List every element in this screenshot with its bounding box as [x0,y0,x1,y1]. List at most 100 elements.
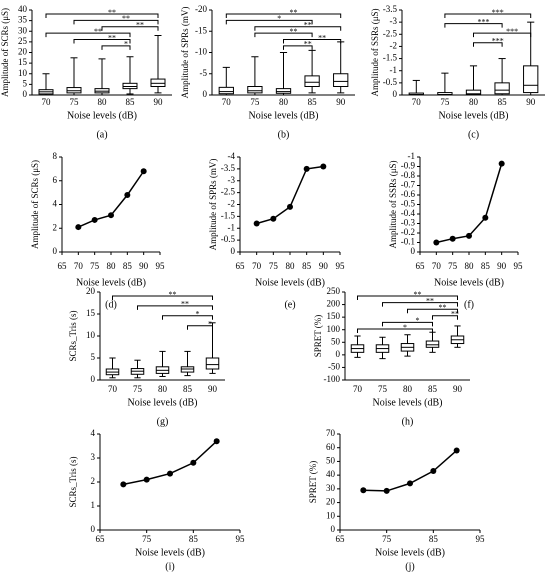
x-tick-label: 90 [453,384,463,394]
significance-bracket [73,19,159,25]
significance-label: * [416,316,420,325]
x-axis-title: Noise levels (dB) [76,277,146,288]
point [270,215,277,222]
y-tick-label: -2 [390,40,398,50]
significance-label: ** [304,40,312,49]
x-tick-label: 85 [302,261,312,271]
y-tick-label: 0 [91,524,96,534]
y-tick-label: -2.5 [221,187,236,197]
x-tick-label: 95 [236,534,246,544]
x-tick-label: 65 [236,261,246,271]
x-axis-title: Noise levels (dB) [249,110,319,121]
y-tick-label: 10 [86,330,96,340]
significance-bracket [473,42,503,47]
panel-label: (i) [165,561,174,572]
y-tick-label: 15 [86,308,96,318]
y-axis-title: SCRs_Tris (s) [68,457,78,508]
significance-label: ** [318,33,326,42]
line [78,170,145,228]
y-axis-title: Amplitude of SCRs (μS) [0,8,10,97]
x-tick-label: 85 [481,261,491,271]
box [304,75,320,87]
x-tick-label: 80 [279,97,289,107]
y-axis-title: Amplitude of SPRs (mV) [180,7,190,99]
y-tick-label: -20 [195,4,207,14]
y-tick-label: -0.3 [401,218,416,228]
significance-bracket [225,13,342,18]
significance-bracket [283,39,342,44]
y-tick-label: -10 [195,47,207,57]
panel-label: (g) [157,416,169,427]
y-tick-label: 0 [393,89,398,99]
point [75,224,82,231]
x-axis-title: Noise levels (dB) [375,547,445,558]
y-tick-label: 200 [327,299,341,309]
significance-label: * [277,14,281,23]
significance-label: ** [169,290,177,299]
panel-label: (c) [468,129,479,140]
y-tick-label: 50 [326,455,336,465]
x-tick-label: 90 [139,261,149,271]
significance-label: ** [122,14,130,23]
y-tick-label: 0 [53,246,58,256]
significance-label: *** [506,27,518,36]
significance-label: ** [451,310,459,319]
y-tick-label: 250 [327,286,341,296]
y-tick-label: -100 [324,374,341,384]
significance-label: ** [426,296,434,305]
y-tick-label: 1 [91,500,96,510]
x-tick-label: 65 [58,261,68,271]
y-tick-label: -0.4 [401,208,416,218]
y-tick-label: -4 [228,151,236,161]
box [333,73,349,87]
box [205,357,220,370]
x-tick-label: 90 [497,261,507,271]
significance-bracket [101,26,159,31]
x-tick-label: 80 [158,384,168,394]
point [482,214,489,221]
x-tick-label: 75 [250,97,260,107]
y-tick-label: -3 [228,175,236,185]
x-tick-label: 85 [428,384,438,394]
point [383,487,390,494]
x-tick-label: 80 [98,97,108,107]
y-tick-label: 20 [86,286,96,296]
x-tick-label: 65 [336,534,346,544]
point [91,216,98,223]
y-tick-label: -5 [200,68,208,78]
x-tick-label: 95 [336,261,346,271]
significance-label: * [196,310,200,319]
y-tick-label: -0.5 [383,77,398,87]
x-tick-label: 90 [319,261,329,271]
line [256,165,324,225]
y-tick-label: -0.5 [401,199,416,209]
y-tick-label: 15 [18,57,28,67]
y-tick-label: -2 [228,199,236,209]
x-tick-label: 75 [440,97,450,107]
x-tick-label: 95 [514,261,524,271]
y-axis-title: SCRs_Tris (s) [68,311,78,362]
y-tick-label: -2.5 [383,28,398,38]
y-tick-label: -50 [328,361,340,371]
significance-bracket [382,302,458,307]
box [150,78,166,87]
significance-bracket [187,325,213,330]
x-tick-label: 70 [353,384,363,394]
x-tick-label: 95 [156,261,166,271]
point [498,160,505,167]
panel-label: (f) [464,299,474,310]
x-tick-label: 80 [465,261,475,271]
significance-bracket [112,295,213,300]
y-tick-label: 5 [91,352,96,362]
y-tick-label: -0.5 [221,234,236,244]
point [124,192,131,198]
significance-bracket [225,19,313,25]
y-tick-label: 0 [336,349,341,359]
y-tick-label: -15 [195,25,207,35]
y-tick-label: -0.9 [401,161,416,171]
point [407,480,413,487]
y-tick-label: 0 [411,246,416,256]
y-tick-label: 0 [203,89,208,99]
box [247,86,263,94]
significance-label: *** [492,8,504,17]
